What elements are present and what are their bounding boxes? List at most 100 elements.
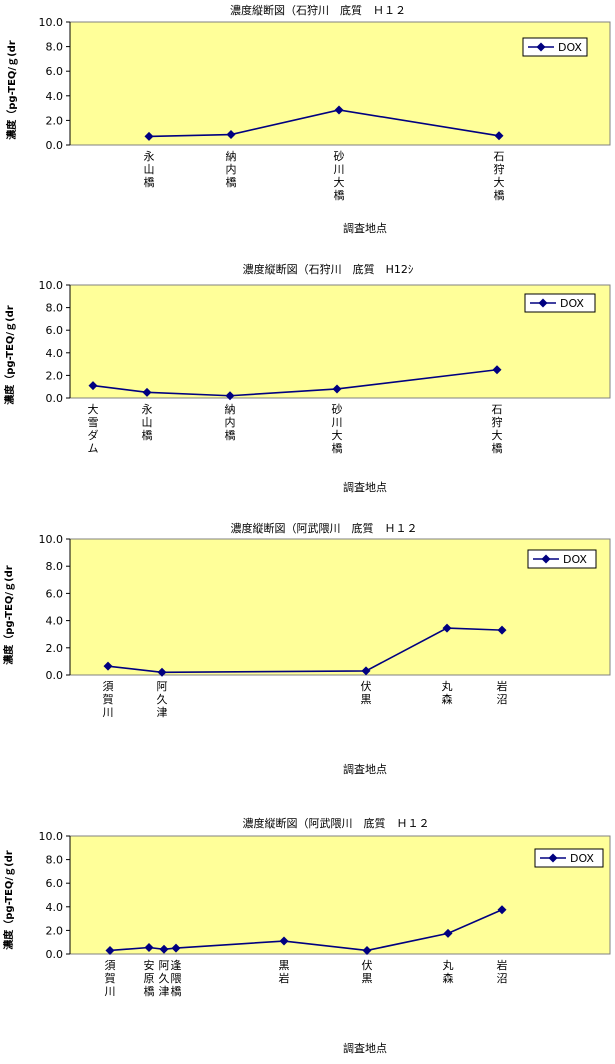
y-tick-label: 10.0 bbox=[39, 830, 64, 843]
x-tick-label: 黒岩 bbox=[279, 959, 290, 985]
x-tick-label: 阿久津 bbox=[159, 959, 170, 998]
data-point bbox=[332, 384, 342, 394]
y-tick-label: 6.0 bbox=[46, 324, 64, 337]
y-tick-label: 6.0 bbox=[46, 877, 64, 890]
x-tick-label: 伏黒 bbox=[361, 679, 372, 706]
data-point bbox=[103, 661, 113, 671]
x-tick-label: 安原橋 bbox=[144, 958, 155, 998]
chart-4: 濃度縦断図（阿武隈川 底質 Ｈ１２ 0.0 2.0 4.0 6.0 8.0 10.0 濃度（p… bbox=[2, 816, 611, 1055]
y-tick-label: 2.0 bbox=[46, 114, 64, 127]
y-tick-label: 4.0 bbox=[46, 901, 64, 914]
legend-box bbox=[522, 37, 588, 57]
y-tick-label: 8.0 bbox=[46, 41, 64, 54]
x-tick-label: 永山橋 bbox=[142, 402, 153, 442]
legend-box bbox=[524, 293, 596, 313]
y-tick-label: 8.0 bbox=[46, 854, 64, 867]
data-point bbox=[497, 905, 507, 915]
data-point bbox=[157, 667, 167, 677]
y-tick-label: 0.0 bbox=[46, 669, 64, 682]
y-tick-label: 0.0 bbox=[46, 139, 64, 152]
legend-label: DOX bbox=[558, 41, 582, 54]
x-tick-label: 岩沼 bbox=[497, 958, 508, 985]
y-tick-label: 4.0 bbox=[46, 615, 64, 628]
legend-label: DOX bbox=[570, 852, 594, 865]
y-tick-label: 6.0 bbox=[46, 587, 64, 600]
y-tick-label: 10.0 bbox=[39, 279, 64, 292]
chart-title: 濃度縦断図（阿武隈川 底質 Ｈ１２ bbox=[243, 816, 430, 830]
x-axis-label: 調査地点 bbox=[343, 1041, 387, 1055]
chart-2: 濃度縦断図（石狩川 底質 H12ｼ 0.0 2.0 4.0 6.0 8.0 10.0 濃度（p… bbox=[3, 262, 611, 494]
x-tick-label: 丸森 bbox=[442, 680, 453, 706]
legend-box bbox=[534, 848, 604, 868]
y-tick-label: 8.0 bbox=[46, 560, 64, 573]
y-tick-label: 10.0 bbox=[39, 16, 64, 29]
plot-area bbox=[69, 284, 611, 399]
x-tick-label: 砂川大橋 bbox=[334, 150, 345, 202]
legend-marker bbox=[538, 298, 548, 308]
x-axis-label: 調査地点 bbox=[343, 480, 387, 494]
series-line bbox=[148, 109, 500, 138]
x-tick-label: 須賀川 bbox=[103, 680, 114, 719]
data-point bbox=[334, 105, 344, 115]
data-point bbox=[225, 391, 235, 401]
x-tick-label: 納内橋 bbox=[225, 403, 236, 442]
chart-1: 濃度縦断図（石狩川 底質 Ｈ１２ 0.0 2.0 4.0 6.0 8.0 10.0 濃度（pg… bbox=[5, 3, 611, 235]
data-point bbox=[226, 130, 236, 140]
y-tick-label: 4.0 bbox=[46, 347, 64, 360]
x-tick-label: 永山橋 bbox=[144, 149, 155, 189]
chart-title: 濃度縦断図（石狩川 底質 H12ｼ bbox=[243, 262, 414, 276]
y-tick-label: 8.0 bbox=[46, 302, 64, 315]
data-point bbox=[443, 928, 453, 938]
data-point bbox=[361, 666, 371, 676]
legend-marker bbox=[536, 42, 546, 52]
data-point bbox=[159, 944, 169, 954]
chart-title: 濃度縦断図（石狩川 底質 Ｈ１２ bbox=[230, 3, 406, 17]
plot-area bbox=[69, 835, 611, 955]
x-tick-label: 逢隈橋 bbox=[171, 959, 182, 998]
data-point bbox=[497, 625, 507, 635]
legend-label: DOX bbox=[560, 297, 584, 310]
x-tick-label: 納内橋 bbox=[226, 150, 237, 189]
x-tick-label: 丸森 bbox=[443, 959, 454, 985]
y-tick-label: 2.0 bbox=[46, 369, 64, 382]
plot-area bbox=[69, 538, 611, 676]
chart-title: 濃度縦断図（阿武隈川 底質 Ｈ１２ bbox=[231, 521, 418, 535]
y-tick-label: 0.0 bbox=[46, 948, 64, 961]
data-point bbox=[144, 943, 154, 953]
y-axis-label: 濃度（pg-TEQ/ｇ(dr bbox=[2, 850, 16, 950]
data-point bbox=[494, 131, 504, 141]
x-axis-label: 調査地点 bbox=[343, 762, 387, 776]
data-point bbox=[171, 943, 181, 953]
x-tick-label: 須賀川 bbox=[105, 959, 116, 998]
y-axis-label: 濃度（pg-TEQ/ｇ(dr bbox=[5, 40, 19, 140]
data-point bbox=[492, 365, 502, 375]
y-tick-label: 10.0 bbox=[39, 533, 64, 546]
data-point bbox=[279, 936, 289, 946]
data-point bbox=[144, 131, 154, 141]
x-axis-label: 調査地点 bbox=[343, 221, 387, 235]
legend-box bbox=[527, 549, 597, 569]
y-tick-label: 0.0 bbox=[46, 392, 64, 405]
chart-3: 濃度縦断図（阿武隈川 底質 Ｈ１２ 0.0 2.0 4.0 6.0 8.0 10.0 濃度（p… bbox=[2, 521, 611, 776]
x-tick-label: 阿久津 bbox=[157, 680, 168, 719]
y-axis-label: 濃度（pg-TEQ/ｇ(dr bbox=[3, 305, 17, 405]
legend-marker bbox=[541, 554, 551, 564]
x-tick-label: 砂川大橋 bbox=[332, 403, 343, 455]
y-tick-label: 6.0 bbox=[46, 65, 64, 78]
y-axis-label: 濃度（pg-TEQ/ｇ(dr bbox=[2, 565, 16, 665]
y-tick-label: 4.0 bbox=[46, 90, 64, 103]
y-tick-label: 2.0 bbox=[46, 642, 64, 655]
data-point bbox=[442, 623, 452, 633]
x-tick-label: 石狩大橋 bbox=[494, 150, 505, 202]
data-point bbox=[88, 381, 98, 391]
data-point bbox=[105, 945, 115, 955]
data-point bbox=[142, 387, 152, 397]
legend-label: DOX bbox=[563, 553, 587, 566]
x-tick-label: 石狩大橋 bbox=[492, 403, 503, 455]
plot-area bbox=[69, 21, 611, 146]
legend-marker bbox=[548, 853, 558, 863]
x-tick-label: 伏黒 bbox=[362, 958, 373, 985]
data-point bbox=[362, 945, 372, 955]
x-tick-label: 大雪ダム bbox=[88, 402, 99, 455]
